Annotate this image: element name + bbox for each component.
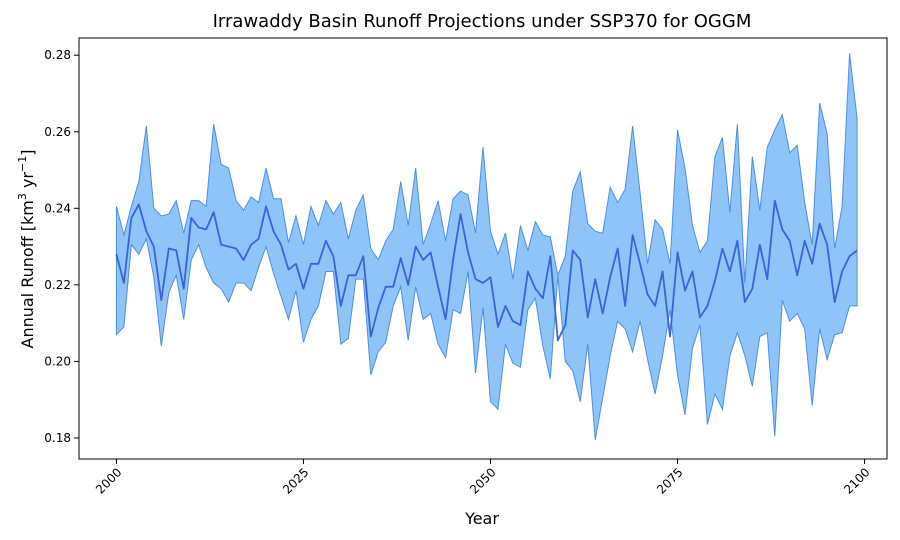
x-axis: 2000 2025 2050 2075 2100 — [93, 459, 873, 497]
y-axis-title-end: ] — [18, 150, 37, 156]
median-line-layer — [115, 199, 858, 342]
y-axis-title-part: Annual Runoff [km — [18, 200, 37, 348]
x-tick-label: 2100 — [841, 465, 872, 496]
uncertainty-band — [115, 53, 858, 440]
y-axis-title-exponent: 3 — [16, 193, 29, 200]
x-tick-label: 2025 — [280, 465, 311, 496]
y-axis: 0.18 0.20 0.22 0.24 0.26 0.28 — [44, 48, 79, 445]
x-tick-label: 2000 — [93, 465, 124, 496]
plot-frame — [78, 37, 888, 460]
x-axis-title: Year — [464, 509, 499, 528]
y-axis-title-exponent2: −1 — [16, 156, 29, 172]
y-tick-label: 0.20 — [44, 354, 71, 368]
y-tick-label: 0.24 — [44, 201, 71, 215]
x-tick-label: 2050 — [467, 465, 498, 496]
x-tick-label: 2075 — [654, 465, 685, 496]
y-tick-label: 0.22 — [44, 278, 71, 292]
y-tick-label: 0.18 — [44, 431, 71, 445]
chart-title: Irrawaddy Basin Runoff Projections under… — [213, 11, 752, 32]
y-axis-title: Annual Runoff [km3 yr−1] — [16, 150, 37, 349]
uncertainty-band-layer — [115, 53, 858, 440]
y-tick-label: 0.28 — [44, 48, 71, 62]
median-line — [115, 199, 858, 342]
y-axis-title-part-mid: yr — [18, 172, 37, 194]
y-tick-label: 0.26 — [44, 125, 71, 139]
